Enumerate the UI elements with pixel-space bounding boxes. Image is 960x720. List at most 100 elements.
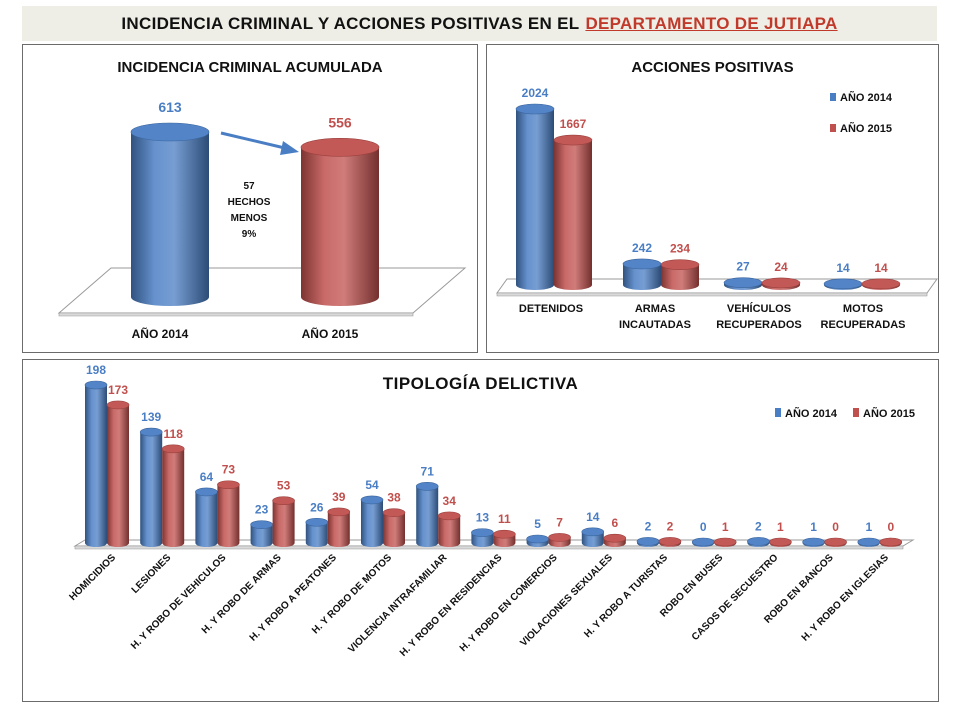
chart1-svg: 613 556 AÑO 2014 AÑO 2015 57 HECHOS MENOS 9% xyxy=(57,99,467,341)
bar-0-3 xyxy=(250,520,273,547)
bar-0-0-top xyxy=(515,103,555,115)
value-label: 5 xyxy=(534,517,541,531)
bar-1-2 xyxy=(217,480,240,547)
cylinder-0-body xyxy=(131,132,209,306)
bar-0-10-top xyxy=(636,537,660,546)
bar-1-8 xyxy=(548,533,571,547)
bar-1-2-top xyxy=(217,480,240,490)
annotation-line: MENOS xyxy=(231,213,268,224)
value-label: 1 xyxy=(865,520,872,534)
bar-0-6-top xyxy=(415,482,439,491)
value-label: 198 xyxy=(86,363,106,377)
bar-0-0-top xyxy=(84,380,108,390)
bar-1-2-top xyxy=(761,277,801,289)
value-label: 39 xyxy=(332,490,346,504)
bar-0-11-top xyxy=(691,537,715,547)
header-highlight: DEPARTAMENTO DE JUTIAPA xyxy=(585,13,838,33)
bar-1-1-top xyxy=(161,444,185,454)
bar-0-13-top xyxy=(802,537,825,547)
value-label: 118 xyxy=(164,427,184,441)
value-label: 13 xyxy=(476,511,490,525)
value-label: 14 xyxy=(836,261,850,275)
category-label: MOTOS xyxy=(843,303,883,315)
bar-1-5-top xyxy=(382,508,406,517)
bar-1-0 xyxy=(106,400,130,547)
value-label: 173 xyxy=(108,383,128,397)
value-label: 613 xyxy=(158,99,182,115)
category-label: INCAUTADAS xyxy=(619,319,691,331)
bar-0-5-body xyxy=(361,499,383,547)
bar-1-4-body xyxy=(327,511,350,547)
cylinder-0-top xyxy=(130,122,210,142)
bar-0-2-top xyxy=(723,277,763,288)
bar-1-3-top xyxy=(272,496,295,506)
bar-0-5-top xyxy=(360,495,384,505)
page-header: INCIDENCIA CRIMINAL Y ACCIONES POSITIVAS… xyxy=(22,6,937,41)
bar-0-8 xyxy=(526,534,549,547)
value-label: 64 xyxy=(200,470,214,484)
bar-1-2-body xyxy=(217,484,240,547)
value-label: 0 xyxy=(832,520,839,534)
category-label: VIOLACIONES SEXUALES xyxy=(518,552,615,649)
arrow-line xyxy=(220,131,290,151)
bar-1-11 xyxy=(713,537,737,547)
bar-0-0 xyxy=(515,103,555,290)
bar-1-3 xyxy=(272,496,295,547)
bar-1-2 xyxy=(761,277,801,290)
chart1-floor-edge xyxy=(58,312,414,317)
bar-1-0-top xyxy=(106,400,130,410)
value-label: 139 xyxy=(141,410,161,424)
value-label: 234 xyxy=(670,242,690,256)
bar-1-14-top xyxy=(879,537,903,547)
header-title: INCIDENCIA CRIMINAL Y ACCIONES POSITIVAS… xyxy=(121,13,580,33)
value-label: 0 xyxy=(887,520,894,534)
bar-0-13 xyxy=(802,537,825,547)
bar-0-12 xyxy=(747,537,770,547)
panel-tipologia: TIPOLOGÍA DELICTIVA 198 139 64 23 26 54 71 13 5 1… xyxy=(22,359,939,702)
value-label: 1 xyxy=(722,520,729,534)
bar-0-1-body xyxy=(623,263,661,290)
bar-0-10 xyxy=(636,537,660,547)
value-label: 2 xyxy=(667,519,674,533)
category-label: H. Y ROBO EN RESIDENCIAS xyxy=(398,552,505,659)
bar-1-3 xyxy=(861,278,901,290)
bar-1-6 xyxy=(437,511,461,547)
value-label: 2 xyxy=(645,519,652,533)
bar-1-6-top xyxy=(437,511,461,521)
bar-1-13 xyxy=(824,537,847,547)
value-label: 54 xyxy=(365,478,379,492)
value-label: 242 xyxy=(632,241,652,255)
chart2-title: ACCIONES POSITIVAS xyxy=(631,59,794,76)
value-label: 27 xyxy=(736,260,750,274)
value-label: 1667 xyxy=(560,117,587,131)
bar-1-1 xyxy=(660,259,700,290)
bar-0-2-top xyxy=(195,487,218,497)
legend-label: AÑO 2014 xyxy=(840,91,893,104)
value-label: 23 xyxy=(255,503,269,517)
chart2-svg: 2024 242 27 14 1667 234 24 14 DETENIDOS ARMAS INCA… xyxy=(496,86,938,331)
panel-incidencia: INCIDENCIA CRIMINAL ACUMULADA 613 556 AÑO … xyxy=(22,44,478,353)
bar-1-13-top xyxy=(824,537,847,547)
category-label: DETENIDOS xyxy=(519,303,583,315)
value-label: 38 xyxy=(387,491,401,505)
bar-1-4 xyxy=(327,507,351,547)
category-label: VEHÍCULOS xyxy=(727,302,791,315)
value-label: 34 xyxy=(443,494,457,508)
bar-1-1-body xyxy=(661,264,699,290)
bar-0-9 xyxy=(581,527,605,547)
bar-0-14-top xyxy=(857,537,881,547)
annotation-line: 57 xyxy=(243,181,255,192)
bar-0-14 xyxy=(857,537,881,547)
bar-0-11 xyxy=(691,537,715,547)
value-label: 53 xyxy=(277,479,291,493)
bar-0-7 xyxy=(471,528,494,547)
value-label: 24 xyxy=(774,260,788,274)
bar-0-0 xyxy=(84,380,108,547)
chart1-floor xyxy=(57,267,467,314)
category-label: ARMAS xyxy=(635,303,675,315)
value-label: 7 xyxy=(556,515,563,529)
bar-1-0-body xyxy=(107,404,129,547)
bar-0-4-top xyxy=(305,517,329,527)
bar-1-12-top xyxy=(769,537,792,547)
